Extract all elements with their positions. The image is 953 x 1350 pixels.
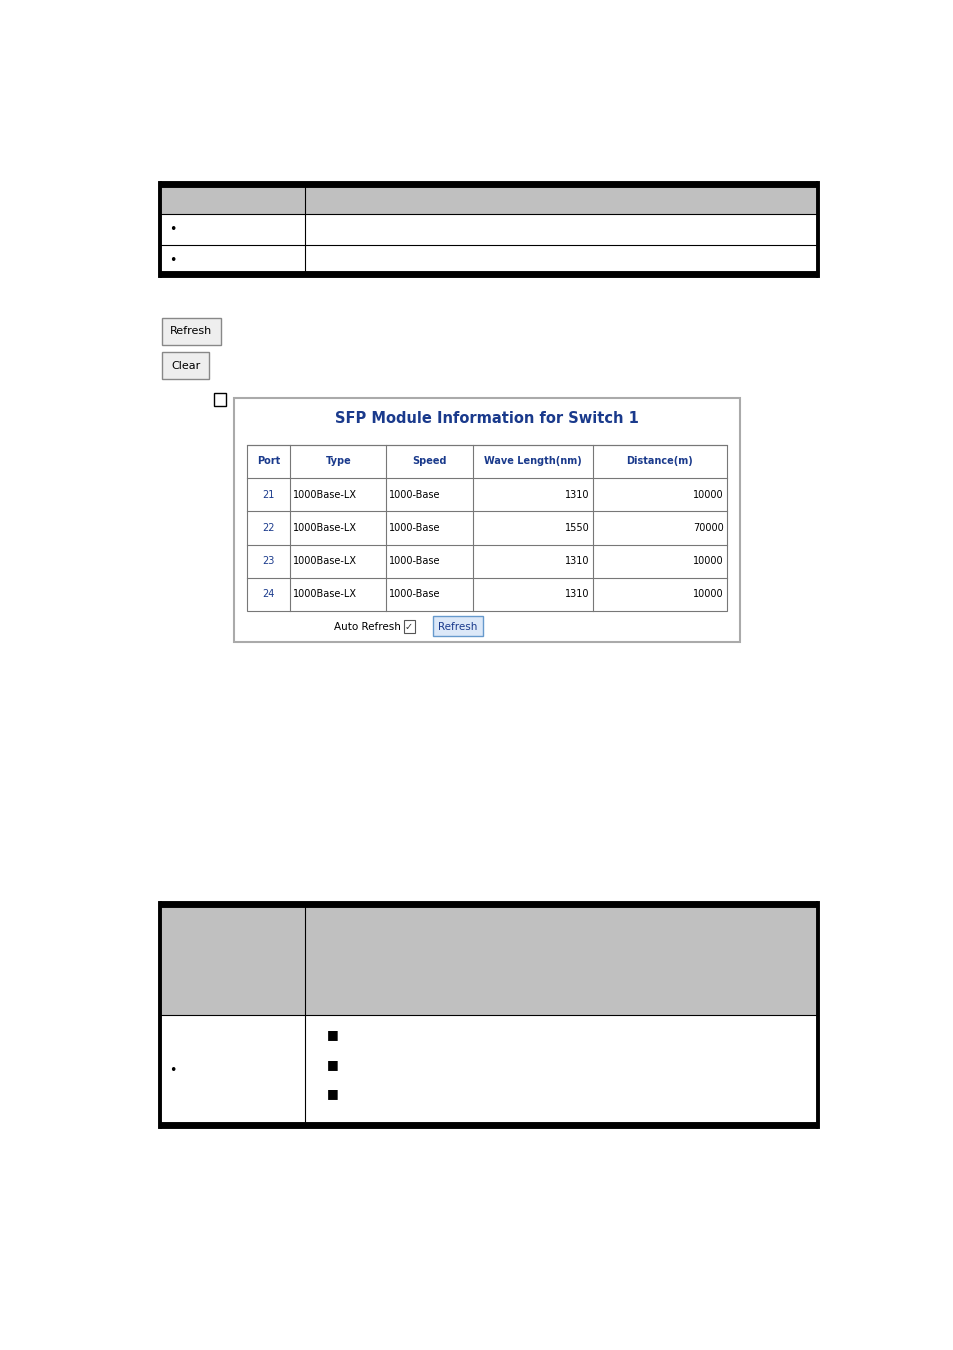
FancyBboxPatch shape — [433, 616, 482, 636]
Text: 24: 24 — [262, 590, 274, 599]
Text: 10000: 10000 — [693, 556, 723, 566]
FancyBboxPatch shape — [247, 444, 726, 612]
Text: 23: 23 — [262, 556, 274, 566]
Text: 1000Base-LX: 1000Base-LX — [293, 556, 357, 566]
Text: 1000Base-LX: 1000Base-LX — [293, 590, 357, 599]
Text: •: • — [169, 254, 176, 267]
Text: 1000-Base: 1000-Base — [389, 556, 440, 566]
Text: •: • — [169, 223, 176, 236]
Text: 10000: 10000 — [693, 490, 723, 500]
Text: Auto Refresh: Auto Refresh — [334, 621, 400, 632]
Text: •: • — [169, 1064, 176, 1077]
Text: Type: Type — [325, 456, 351, 466]
Text: 22: 22 — [262, 522, 274, 533]
Text: 1550: 1550 — [564, 522, 589, 533]
Text: Clear: Clear — [171, 360, 200, 371]
FancyBboxPatch shape — [162, 319, 220, 346]
FancyBboxPatch shape — [162, 352, 210, 379]
Text: 1310: 1310 — [564, 490, 589, 500]
FancyBboxPatch shape — [160, 182, 817, 215]
Text: Port: Port — [257, 456, 280, 466]
Text: Distance(m): Distance(m) — [626, 456, 693, 466]
Text: SFP Module Information for Switch 1: SFP Module Information for Switch 1 — [335, 412, 639, 427]
FancyBboxPatch shape — [160, 903, 817, 1015]
Text: ■: ■ — [327, 1029, 338, 1041]
Text: Speed: Speed — [412, 456, 446, 466]
Text: Wave Length(nm): Wave Length(nm) — [483, 456, 581, 466]
FancyBboxPatch shape — [213, 393, 226, 406]
FancyBboxPatch shape — [247, 444, 726, 478]
Text: 70000: 70000 — [693, 522, 723, 533]
Text: 1000Base-LX: 1000Base-LX — [293, 522, 357, 533]
Text: ✓: ✓ — [405, 621, 413, 632]
FancyBboxPatch shape — [403, 621, 415, 633]
Text: Refresh: Refresh — [170, 327, 213, 336]
Text: 21: 21 — [262, 490, 274, 500]
Text: 1310: 1310 — [564, 556, 589, 566]
Text: ■: ■ — [327, 1057, 338, 1071]
FancyBboxPatch shape — [233, 398, 740, 643]
Text: 1000-Base: 1000-Base — [389, 522, 440, 533]
Text: 1000Base-LX: 1000Base-LX — [293, 490, 357, 500]
Text: 1000-Base: 1000-Base — [389, 590, 440, 599]
Text: 1000-Base: 1000-Base — [389, 490, 440, 500]
Text: ■: ■ — [327, 1087, 338, 1100]
Text: 10000: 10000 — [693, 590, 723, 599]
Text: 1310: 1310 — [564, 590, 589, 599]
Text: Refresh: Refresh — [437, 621, 477, 632]
